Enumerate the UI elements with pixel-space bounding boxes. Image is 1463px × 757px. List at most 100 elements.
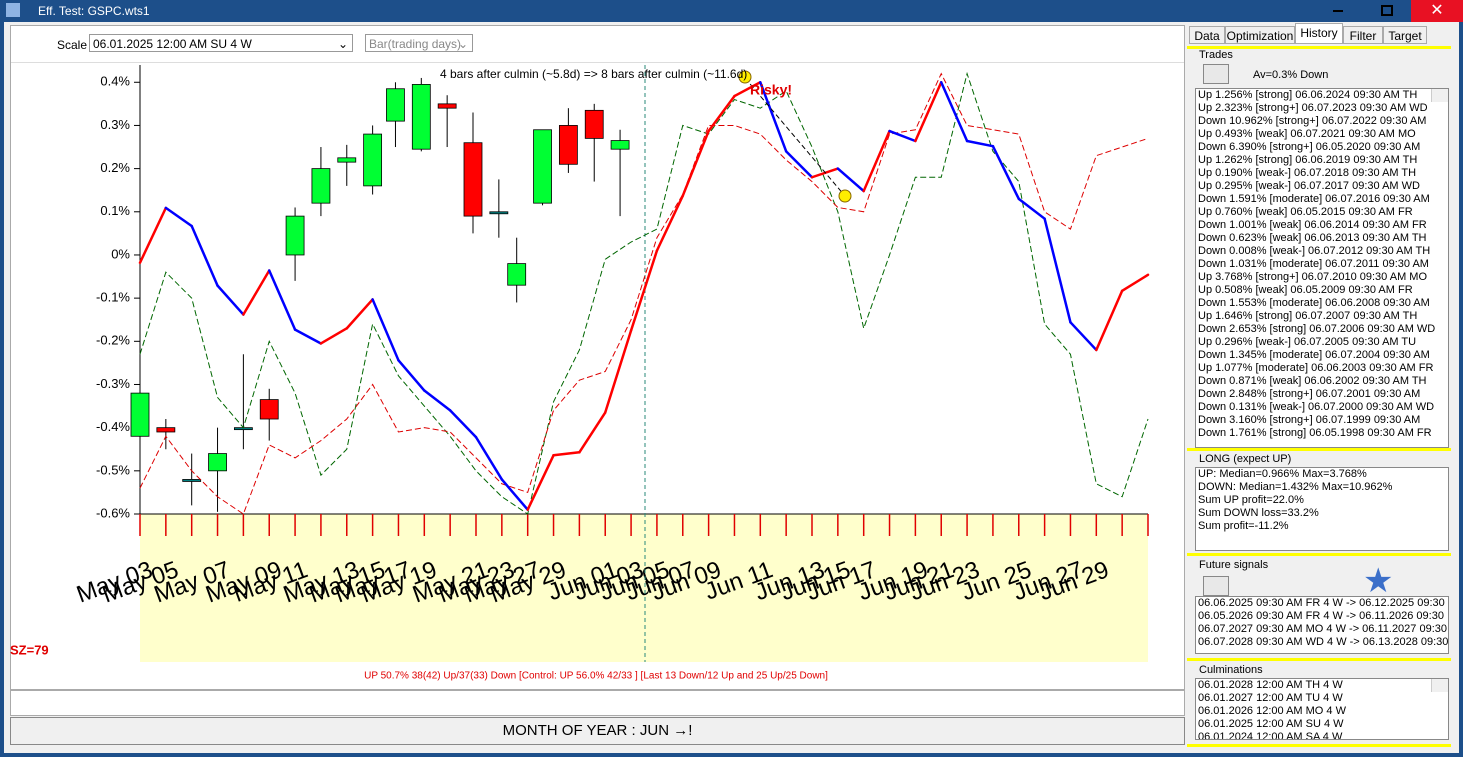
- candle-body: [156, 427, 176, 433]
- target-marker: [838, 189, 852, 203]
- list-row[interactable]: Up 0.508% [weak] 06.05.2009 09:30 AM FR: [1198, 284, 1413, 296]
- copy-button[interactable]: [1203, 64, 1229, 84]
- series-segment: [526, 454, 555, 511]
- tab[interactable]: Data: [1189, 26, 1225, 44]
- series-segment: [345, 298, 374, 330]
- list-box: Up 1.256% [strong] 06.06.2024 09:30 AM T…: [1195, 88, 1449, 448]
- series-line: [139, 71, 1149, 515]
- tab[interactable]: History: [1295, 23, 1343, 44]
- y-tick-label: -0.1%: [96, 290, 130, 305]
- list-row: DOWN: Median=1.432% Max=10.962%: [1198, 481, 1393, 493]
- list-row[interactable]: Up 0.296% [weak-] 06.07.2005 09:30 AM TU: [1198, 336, 1417, 348]
- list-row[interactable]: Down 2.653% [strong] 06.07.2006 09:30 AM…: [1198, 323, 1436, 335]
- list-row[interactable]: 06.01.2024 12:00 AM SA 4 W: [1198, 731, 1343, 740]
- series-segment: [1120, 273, 1150, 293]
- list-row[interactable]: 06.01.2027 12:00 AM TU 4 W: [1198, 692, 1343, 704]
- series-segment: [603, 329, 633, 414]
- candle-body: [411, 84, 431, 150]
- scale-label: Scale: [57, 38, 88, 52]
- list-row[interactable]: Down 0.008% [weak-] 06.07.2012 09:30 AM …: [1198, 245, 1431, 257]
- scale-value: 06.01.2025 12:00 AM SU 4 W: [93, 37, 252, 51]
- list-row[interactable]: Up 0.760% [weak] 06.05.2015 09:30 AM FR: [1198, 206, 1413, 218]
- series-segment: [836, 167, 865, 193]
- list-row[interactable]: Down 1.031% [moderate] 06.07.2011 09:30 …: [1198, 258, 1429, 270]
- list-row: UP: Median=0.966% Max=3.768%: [1198, 468, 1367, 480]
- series-segment: [1095, 289, 1124, 352]
- separator: [1187, 553, 1451, 556]
- tab[interactable]: Filter: [1343, 26, 1383, 44]
- y-tick-label: -0.4%: [96, 419, 130, 434]
- list-row[interactable]: 06.01.2025 12:00 AM SU 4 W: [1198, 718, 1344, 730]
- list-row[interactable]: Up 1.256% [strong] 06.06.2024 09:30 AM T…: [1198, 89, 1418, 101]
- title-bar: Eff. Test: GSPC.wts1 ✕: [0, 0, 1463, 22]
- series-segment: [164, 206, 193, 228]
- list-row: Sum UP profit=22.0%: [1198, 494, 1304, 506]
- list-row[interactable]: Down 1.553% [moderate] 06.06.2008 09:30 …: [1198, 297, 1430, 309]
- list-row[interactable]: Down 1.591% [moderate] 06.07.2016 09:30 …: [1198, 193, 1430, 205]
- list-row[interactable]: Down 0.131% [weak-] 06.07.2000 09:30 AM …: [1198, 401, 1435, 413]
- separator: [1187, 658, 1451, 661]
- list-row[interactable]: Up 2.323% [strong+] 06.07.2023 09:30 AM …: [1198, 102, 1428, 114]
- candle-body: [363, 133, 383, 187]
- list-row[interactable]: Down 0.623% [weak] 06.06.2013 09:30 AM T…: [1198, 232, 1427, 244]
- list-row[interactable]: Down 0.871% [weak] 06.06.2002 09:30 AM T…: [1198, 375, 1427, 387]
- y-tick-label: 0.4%: [100, 74, 130, 89]
- list-row[interactable]: Up 0.295% [weak-] 06.07.2017 09:30 AM WD: [1198, 180, 1420, 192]
- candle-body: [386, 88, 405, 122]
- list-row[interactable]: Up 3.768% [strong+] 06.07.2010 09:30 AM …: [1198, 271, 1428, 283]
- list-row: Sum profit=-11.2%: [1198, 520, 1289, 532]
- candle-body: [130, 392, 150, 437]
- tab[interactable]: Target: [1383, 26, 1427, 44]
- list-row[interactable]: Up 1.262% [strong] 06.06.2019 09:30 AM T…: [1198, 154, 1418, 166]
- candle-body: [584, 109, 604, 139]
- list-row[interactable]: Down 2.848% [strong+] 06.07.2001 09:30 A…: [1198, 388, 1421, 400]
- series-segment: [397, 359, 426, 392]
- list-row[interactable]: 06.01.2026 12:00 AM MO 4 W: [1198, 705, 1346, 717]
- series-segment: [190, 224, 219, 287]
- series-segment: [371, 298, 400, 362]
- tab[interactable]: Optimization: [1225, 26, 1295, 44]
- list-row[interactable]: Up 1.077% [moderate] 06.06.2003 09:30 AM…: [1198, 362, 1434, 374]
- list-row[interactable]: Up 0.190% [weak-] 06.07.2018 09:30 AM TH: [1198, 167, 1417, 179]
- list-row[interactable]: Down 1.761% [strong] 06.05.1998 09:30 AM…: [1198, 427, 1432, 439]
- close-button[interactable]: ✕: [1411, 0, 1463, 22]
- series-segment: [888, 129, 917, 143]
- list-row[interactable]: Down 1.345% [moderate] 06.07.2004 09:30 …: [1198, 349, 1430, 361]
- series-segment: [965, 139, 995, 148]
- minimize-button[interactable]: [1315, 0, 1363, 22]
- list-row[interactable]: 06.01.2028 12:00 AM TH 4 W: [1198, 679, 1343, 691]
- y-tick-label: -0.6%: [96, 505, 130, 520]
- candle-body: [259, 399, 279, 420]
- y-tick-label: 0.3%: [100, 117, 130, 132]
- list-row[interactable]: Down 6.390% [strong+] 06.05.2020 09:30 A…: [1198, 141, 1421, 153]
- app-icon: [6, 3, 20, 17]
- mode-combo[interactable]: Bar(trading days) ⌄: [365, 34, 473, 52]
- series-segment: [293, 328, 323, 345]
- star-icon: ★: [1363, 562, 1394, 600]
- list-row[interactable]: Down 3.160% [strong+] 06.07.1999 09:30 A…: [1198, 414, 1421, 426]
- size-label: SZ=79: [10, 642, 49, 657]
- list-row[interactable]: Down 10.962% [strong+] 06.07.2022 09:30 …: [1198, 115, 1427, 127]
- list-row[interactable]: Up 1.646% [strong] 06.07.2007 09:30 AM T…: [1198, 310, 1418, 322]
- annotation: 4 bars after culmin (~5.8d) => 8 bars af…: [440, 67, 747, 81]
- series-segment: [991, 144, 1021, 201]
- scale-combo[interactable]: 06.01.2025 12:00 AM SU 4 W ⌄: [89, 34, 353, 52]
- list-row: 06.06.2025 09:30 AM FR 4 W -> 06.12.2025…: [1198, 597, 1445, 609]
- y-tick-label: 0%: [111, 246, 130, 261]
- candle-body: [507, 263, 527, 286]
- average-label: Av=0.3% Down: [1253, 69, 1329, 81]
- series-segment: [655, 194, 685, 252]
- maximize-button[interactable]: [1363, 0, 1411, 22]
- mode-value: Bar(trading days): [369, 37, 462, 51]
- copy-button[interactable]: [1203, 576, 1229, 596]
- y-tick-label: 0.2%: [100, 160, 130, 175]
- separator: [1187, 744, 1451, 747]
- candle-body: [311, 168, 331, 204]
- list-row[interactable]: Down 1.001% [weak] 06.06.2014 09:30 AM F…: [1198, 219, 1427, 231]
- section-title: Future signals: [1199, 559, 1269, 571]
- list-row: 06.07.2028 09:30 AM WD 4 W -> 06.13.2028…: [1198, 636, 1449, 648]
- list-row: 06.05.2026 09:30 AM FR 4 W -> 06.11.2026…: [1198, 610, 1444, 622]
- list-row[interactable]: Up 0.493% [weak] 06.07.2021 09:30 AM MO: [1198, 128, 1416, 140]
- series-segment: [759, 81, 788, 153]
